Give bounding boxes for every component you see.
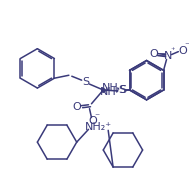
Text: S: S: [119, 85, 126, 95]
Text: ⁻: ⁻: [185, 42, 189, 52]
Text: O: O: [72, 102, 81, 112]
Text: NH₂⁺: NH₂⁺: [85, 122, 112, 132]
Text: NH: NH: [99, 87, 116, 97]
Text: =: =: [158, 50, 165, 59]
Text: ⁺: ⁺: [170, 46, 175, 55]
Text: S: S: [118, 85, 125, 95]
Text: ⁻: ⁻: [95, 112, 100, 123]
Text: S: S: [82, 77, 89, 87]
Text: O: O: [178, 46, 187, 56]
Text: O: O: [149, 49, 158, 59]
Text: N: N: [164, 51, 173, 61]
Text: O: O: [88, 116, 97, 127]
Text: NH: NH: [101, 83, 118, 93]
